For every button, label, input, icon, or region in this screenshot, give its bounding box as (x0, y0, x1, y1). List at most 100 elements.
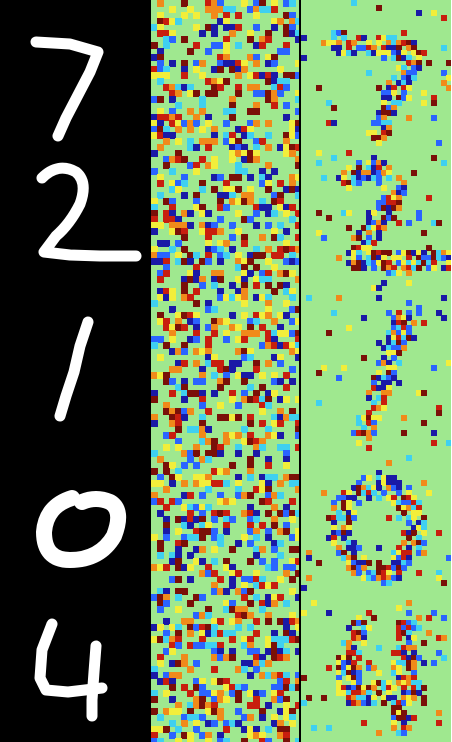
heatmap-cell (265, 306, 272, 313)
heatmap-cell (157, 18, 164, 25)
heatmap-cell (376, 115, 382, 121)
heatmap-cell (241, 132, 248, 139)
heatmap-cell (247, 432, 254, 439)
heatmap-cell (235, 288, 242, 295)
heatmap-cell (199, 714, 206, 721)
heatmap-cell (406, 505, 412, 511)
heatmap-cell (253, 396, 260, 403)
heatmap-cell (391, 365, 397, 371)
heatmap-cell (401, 710, 407, 716)
heatmap-cell (229, 30, 236, 37)
heatmap-cell (259, 714, 266, 721)
heatmap-cell (241, 300, 248, 307)
heatmap-cell (253, 444, 260, 451)
heatmap-cell (283, 150, 290, 157)
heatmap-cell (416, 255, 422, 261)
heatmap-cell (247, 690, 254, 697)
heatmap-cell (295, 594, 299, 601)
heatmap-cell (371, 165, 377, 171)
heatmap-cell (295, 546, 299, 553)
heatmap-cell (169, 672, 176, 679)
heatmap-cell (193, 678, 200, 685)
heatmap-cell (346, 225, 352, 231)
heatmap-cell (229, 294, 236, 301)
heatmap-cell (199, 204, 206, 211)
heatmap-cell (265, 486, 272, 493)
heatmap-cell (411, 170, 417, 176)
heatmap-cell (163, 198, 170, 205)
heatmap-cell (253, 726, 260, 733)
heatmap-cell (241, 714, 248, 721)
heatmap-cell (421, 695, 427, 701)
heatmap-cell (187, 318, 194, 325)
heatmap-cell (223, 564, 230, 571)
heatmap-cell (193, 378, 200, 385)
heatmap-cell (366, 235, 372, 241)
heatmap-cell (381, 475, 387, 481)
heatmap-cell (277, 282, 284, 289)
heatmap-cell (271, 210, 278, 217)
heatmap-cell (163, 114, 170, 121)
heatmap-cell (265, 72, 272, 79)
heatmap-cell (253, 246, 260, 253)
heatmap-cell (265, 300, 272, 307)
heatmap-cell (187, 144, 194, 151)
heatmap-cell (341, 690, 347, 696)
heatmap-cell (169, 198, 176, 205)
heatmap-cell (396, 360, 402, 366)
heatmap-cell (211, 624, 218, 631)
heatmap-cell (381, 120, 387, 126)
heatmap-cell (376, 575, 382, 581)
heatmap-cell (223, 204, 230, 211)
digit-2 (36, 162, 142, 262)
heatmap-cell (366, 220, 372, 226)
heatmap-cell (199, 528, 206, 535)
heatmap-cell (223, 528, 230, 535)
heatmap-cell (151, 96, 158, 103)
heatmap-cell (283, 396, 290, 403)
heatmap-cell (265, 258, 272, 265)
heatmap-cell (199, 612, 206, 619)
heatmap-cell (391, 105, 397, 111)
heatmap-cell (151, 372, 158, 379)
heatmap-cell (223, 24, 230, 31)
heatmap-cell (211, 468, 218, 475)
heatmap-cell (259, 660, 266, 667)
heatmap-cell (301, 585, 307, 591)
heatmap-cell (253, 54, 260, 61)
heatmap-cell (205, 504, 212, 511)
heatmap-cell (366, 395, 372, 401)
heatmap-cell (361, 490, 367, 496)
heatmap-cell (271, 600, 278, 607)
heatmap-cell (421, 700, 427, 706)
heatmap-cell (371, 240, 377, 246)
heatmap-cell (283, 144, 290, 151)
heatmap-cell (211, 708, 218, 715)
heatmap-cell (376, 5, 382, 11)
heatmap-cell (229, 150, 236, 157)
heatmap-cell (421, 420, 427, 426)
heatmap-cell (376, 370, 382, 376)
heatmap-cell (211, 450, 218, 457)
heatmap-cell (441, 615, 447, 621)
heatmap-cell (211, 270, 218, 277)
heatmap-cell (169, 90, 176, 97)
heatmap-cell (157, 240, 164, 247)
heatmap-cell (187, 120, 194, 127)
heatmap-cell (181, 0, 188, 7)
heatmap-cell (366, 245, 372, 251)
heatmap-cell (381, 380, 387, 386)
heatmap-cell (283, 624, 290, 631)
heatmap-cell (163, 444, 170, 451)
digit-4 (34, 618, 108, 698)
heatmap-cell (235, 168, 242, 175)
heatmap-cell (151, 216, 158, 223)
heatmap-cell (229, 24, 236, 31)
heatmap-cell (283, 528, 290, 535)
heatmap-cell (205, 702, 212, 709)
heatmap-cell (346, 260, 352, 266)
heatmap-cell (235, 348, 242, 355)
heatmap-cell (229, 600, 236, 607)
heatmap-cell (151, 732, 158, 739)
heatmap-cell (211, 546, 218, 553)
